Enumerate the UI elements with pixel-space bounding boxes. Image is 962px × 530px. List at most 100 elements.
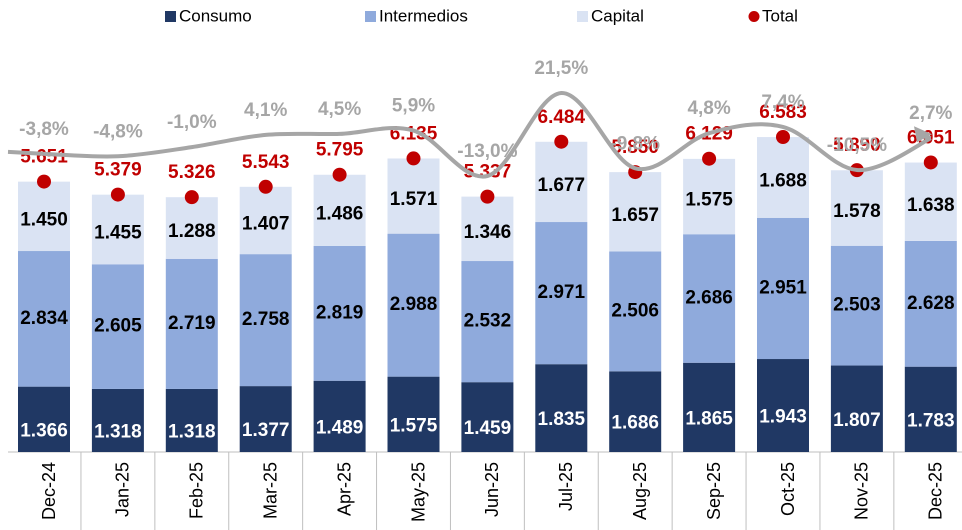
- bar-segment: [91, 264, 144, 389]
- value-label: 2.951: [759, 277, 807, 298]
- total-dot: [406, 151, 421, 166]
- bar-segment: [609, 371, 662, 452]
- total-dot: [258, 179, 273, 194]
- value-label: 1.688: [759, 170, 807, 191]
- x-tick-label: Feb-25: [187, 462, 207, 519]
- x-tick-label: Nov-25: [852, 462, 872, 520]
- x-tick: May-25: [408, 462, 428, 522]
- total-dot: [110, 187, 125, 202]
- bar-segment: [830, 245, 883, 366]
- value-label: 2.503: [833, 295, 881, 316]
- growth-label: 21,5%: [534, 58, 588, 79]
- value-label: 2.819: [316, 302, 364, 323]
- value-label: 2.834: [20, 308, 68, 329]
- bar-segment: [609, 251, 662, 372]
- x-tick: Dec-24: [39, 462, 59, 520]
- growth-label: 5,9%: [392, 96, 435, 117]
- value-label: 2.988: [390, 294, 438, 315]
- value-label: 2.628: [907, 293, 955, 314]
- value-label: 1.677: [538, 175, 586, 196]
- value-label: 2.532: [464, 311, 512, 332]
- value-label: 1.455: [94, 222, 142, 243]
- bar-segment: [535, 141, 588, 223]
- x-tick: Feb-25: [187, 462, 207, 519]
- growth-label: -4,8%: [93, 121, 143, 142]
- value-label: 2.506: [611, 300, 659, 321]
- bar-segment: [757, 359, 809, 452]
- bar-segment: [757, 217, 809, 360]
- total-label: 6.051: [907, 127, 955, 148]
- value-label: 1.407: [242, 213, 290, 234]
- value-label: 1.366: [20, 420, 68, 441]
- value-label: 1.459: [464, 418, 512, 439]
- total-dot: [37, 174, 51, 189]
- value-label: 1.486: [316, 203, 364, 224]
- bar-segment: [535, 222, 588, 365]
- bar-segment: [165, 388, 218, 452]
- x-tick: Oct-25: [778, 462, 798, 516]
- growth-label: -1,0%: [167, 112, 217, 133]
- value-label: 1.571: [390, 189, 438, 210]
- bar-segment: [461, 261, 514, 383]
- x-tick: Aug-25: [630, 462, 650, 520]
- value-label: 1.346: [464, 222, 512, 243]
- value-label: 2.605: [94, 316, 142, 337]
- legend-swatch: [577, 11, 588, 22]
- total-dot: [184, 190, 199, 205]
- x-tick-label: Sep-25: [704, 462, 724, 520]
- x-tick-label: Dec-25: [926, 462, 946, 520]
- total-dot: [554, 134, 569, 149]
- bar-segment: [904, 162, 957, 241]
- value-label: 1.835: [538, 409, 586, 430]
- bar-segment: [239, 386, 292, 452]
- x-tick: Nov-25: [852, 462, 872, 520]
- value-label: 1.865: [685, 408, 733, 429]
- value-label: 2.758: [242, 309, 290, 330]
- x-tick: Jan-25: [113, 462, 133, 517]
- bar-segment: [609, 172, 662, 252]
- bar-segment: [239, 254, 292, 387]
- bar-segment: [461, 196, 514, 262]
- value-label: 2.971: [538, 282, 586, 303]
- x-tick-label: Jul-25: [556, 462, 576, 511]
- bar-segment: [830, 365, 883, 452]
- growth-label: 4,1%: [244, 100, 287, 121]
- bar-segment: [461, 382, 514, 452]
- bar-segment: [165, 258, 218, 389]
- legend-swatch: [748, 11, 760, 22]
- total-label: 5.543: [242, 152, 290, 173]
- total-label: 5.850: [611, 137, 659, 158]
- bar-segment: [387, 376, 440, 452]
- bar-segment: [904, 366, 957, 452]
- x-tick-label: Mar-25: [260, 462, 280, 519]
- legend-label: Consumo: [179, 6, 252, 25]
- bar-segment: [91, 388, 144, 452]
- legend-swatch: [365, 11, 376, 22]
- bar-segment: [313, 174, 366, 246]
- total-label: 5.651: [20, 147, 68, 168]
- legend-label: Total: [762, 6, 798, 25]
- value-label: 1.578: [833, 201, 881, 222]
- total-dot: [332, 167, 347, 182]
- x-tick-label: Jan-25: [113, 462, 133, 517]
- x-tick: Apr-25: [334, 462, 354, 516]
- x-tick: Jul-25: [556, 462, 576, 511]
- total-label: 6.484: [538, 107, 586, 128]
- growth-label: 7,4%: [761, 92, 804, 113]
- growth-arrow: [914, 126, 932, 143]
- bar-segment: [313, 380, 366, 452]
- growth-label: 4,8%: [687, 98, 730, 119]
- bar-segment: [18, 251, 70, 387]
- bar-segment: [683, 362, 736, 452]
- value-label: 1.318: [94, 421, 142, 442]
- bar-segment: [904, 240, 957, 367]
- value-label: 1.943: [759, 407, 807, 428]
- growth-line-start: [7, 149, 45, 156]
- x-tick: Mar-25: [260, 462, 280, 519]
- value-label: 1.657: [611, 205, 659, 226]
- x-tick-label: May-25: [408, 462, 428, 522]
- total-label: 5.890: [833, 135, 881, 156]
- growth-label: -3,8%: [19, 119, 69, 140]
- bar-segment: [387, 233, 440, 377]
